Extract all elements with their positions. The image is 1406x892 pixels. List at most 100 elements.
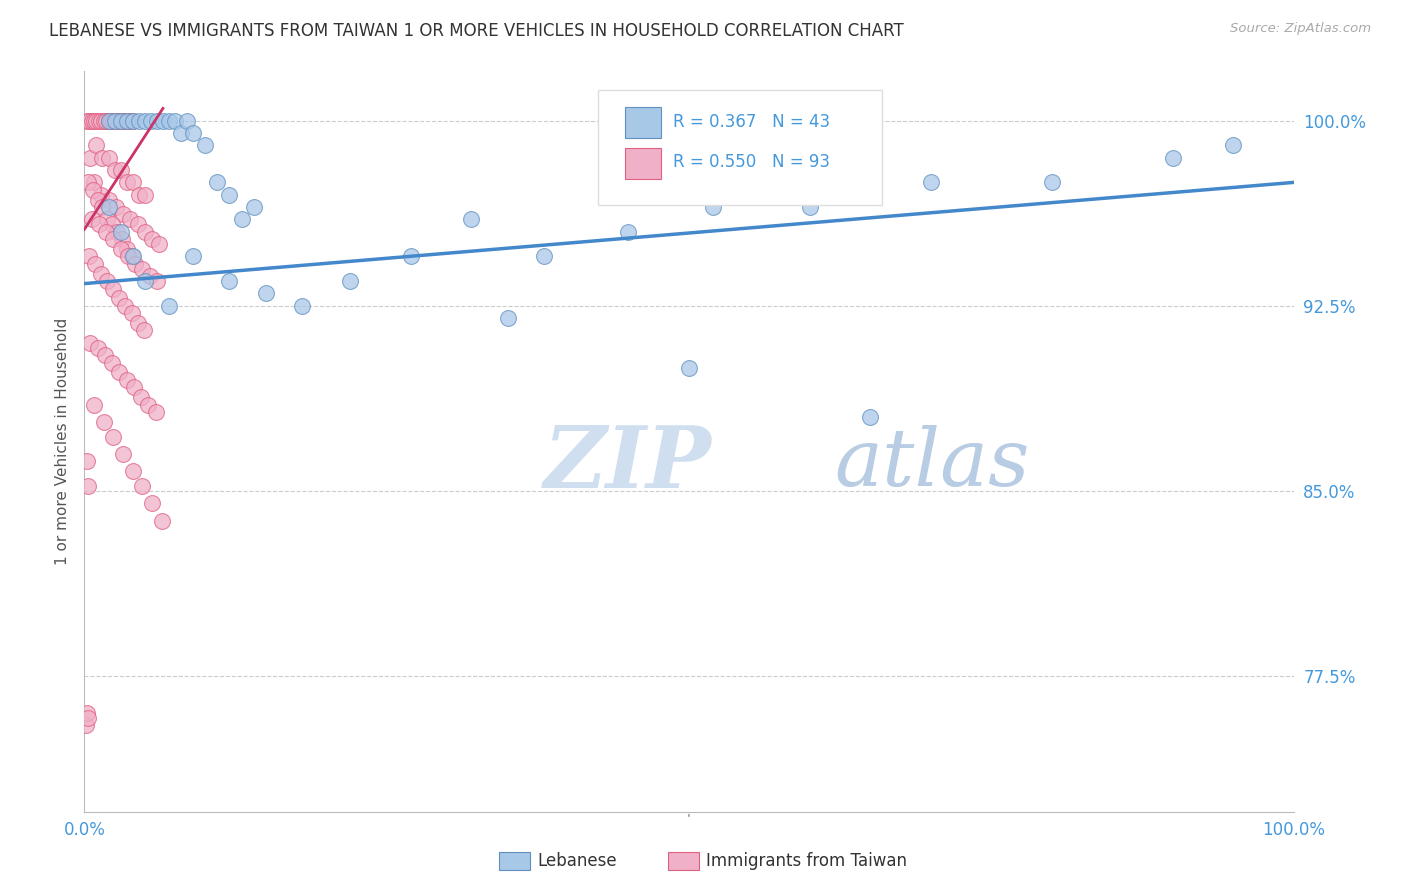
Point	[132, 324, 155, 338]
Point	[83, 176, 105, 190]
Point	[77, 479, 100, 493]
Point	[207, 176, 229, 190]
Point	[110, 242, 132, 256]
Point	[79, 335, 101, 350]
Text: R = 0.550   N = 93: R = 0.550 N = 93	[673, 153, 830, 171]
Point	[101, 218, 124, 232]
Point	[121, 250, 143, 264]
Point	[920, 176, 942, 190]
Point	[93, 113, 115, 128]
Point	[138, 269, 160, 284]
Point	[121, 113, 143, 128]
Point	[96, 212, 118, 227]
Point	[76, 113, 98, 128]
Point	[101, 355, 124, 369]
FancyBboxPatch shape	[599, 90, 883, 204]
Point	[103, 429, 125, 443]
Point	[83, 113, 105, 128]
Point	[105, 225, 128, 239]
Point	[120, 212, 142, 227]
Point	[128, 187, 150, 202]
Point	[141, 496, 163, 510]
Point	[122, 380, 145, 394]
Point	[83, 398, 105, 412]
Point	[617, 225, 640, 239]
Point	[399, 250, 422, 264]
Point	[152, 113, 174, 128]
Y-axis label: 1 or more Vehicles in Household: 1 or more Vehicles in Household	[55, 318, 70, 566]
Point	[112, 447, 135, 461]
Point	[121, 250, 143, 264]
Point	[146, 274, 169, 288]
Point	[150, 514, 173, 528]
Point	[124, 257, 146, 271]
Point	[97, 151, 120, 165]
Point	[157, 299, 180, 313]
Point	[138, 398, 160, 412]
Point	[97, 193, 120, 207]
Point	[170, 126, 193, 140]
Point	[114, 113, 136, 128]
Point	[131, 479, 153, 493]
Point	[129, 390, 152, 404]
Point	[94, 348, 117, 362]
Point	[120, 113, 142, 128]
Point	[104, 113, 127, 128]
Point	[165, 113, 187, 128]
Point	[96, 274, 118, 288]
Point	[82, 183, 104, 197]
Point	[86, 193, 108, 207]
Text: LEBANESE VS IMMIGRANTS FROM TAIWAN 1 OR MORE VEHICLES IN HOUSEHOLD CORRELATION C: LEBANESE VS IMMIGRANTS FROM TAIWAN 1 OR …	[49, 22, 904, 40]
Point	[181, 126, 204, 140]
Point	[242, 200, 264, 214]
Point	[103, 232, 125, 246]
Point	[291, 299, 314, 313]
Point	[181, 250, 204, 264]
Point	[128, 113, 150, 128]
Point	[678, 360, 700, 375]
Point	[94, 113, 117, 128]
Point	[115, 373, 138, 387]
Point	[103, 281, 125, 295]
Point	[110, 113, 132, 128]
Point	[90, 187, 112, 202]
Point	[496, 311, 519, 326]
Point	[157, 113, 180, 128]
Point	[231, 212, 253, 227]
Text: atlas: atlas	[834, 425, 1029, 502]
Point	[112, 113, 135, 128]
Text: Lebanese: Lebanese	[537, 852, 617, 870]
Point	[254, 286, 277, 301]
Point	[108, 366, 131, 380]
Bar	[624, 147, 661, 178]
Point	[87, 218, 110, 232]
Point	[218, 187, 240, 202]
Point	[799, 200, 821, 214]
Point	[86, 341, 108, 355]
Point	[145, 405, 167, 419]
Point	[112, 207, 135, 221]
Point	[103, 113, 125, 128]
Point	[127, 218, 149, 232]
Point	[80, 212, 103, 227]
Point	[91, 151, 114, 165]
Point	[91, 200, 114, 214]
Point	[131, 261, 153, 276]
Point	[104, 163, 127, 178]
Point	[121, 113, 143, 128]
Point	[134, 274, 156, 288]
Point	[339, 274, 361, 288]
Point	[104, 200, 127, 214]
Bar	[624, 107, 661, 138]
Point	[93, 415, 115, 429]
Point	[460, 212, 482, 227]
Point	[121, 176, 143, 190]
Point	[94, 225, 117, 239]
Point	[117, 113, 139, 128]
Text: Immigrants from Taiwan: Immigrants from Taiwan	[706, 852, 907, 870]
Point	[86, 113, 108, 128]
Point	[533, 250, 555, 264]
Point	[117, 250, 139, 264]
Point	[84, 257, 107, 271]
Point	[146, 113, 169, 128]
